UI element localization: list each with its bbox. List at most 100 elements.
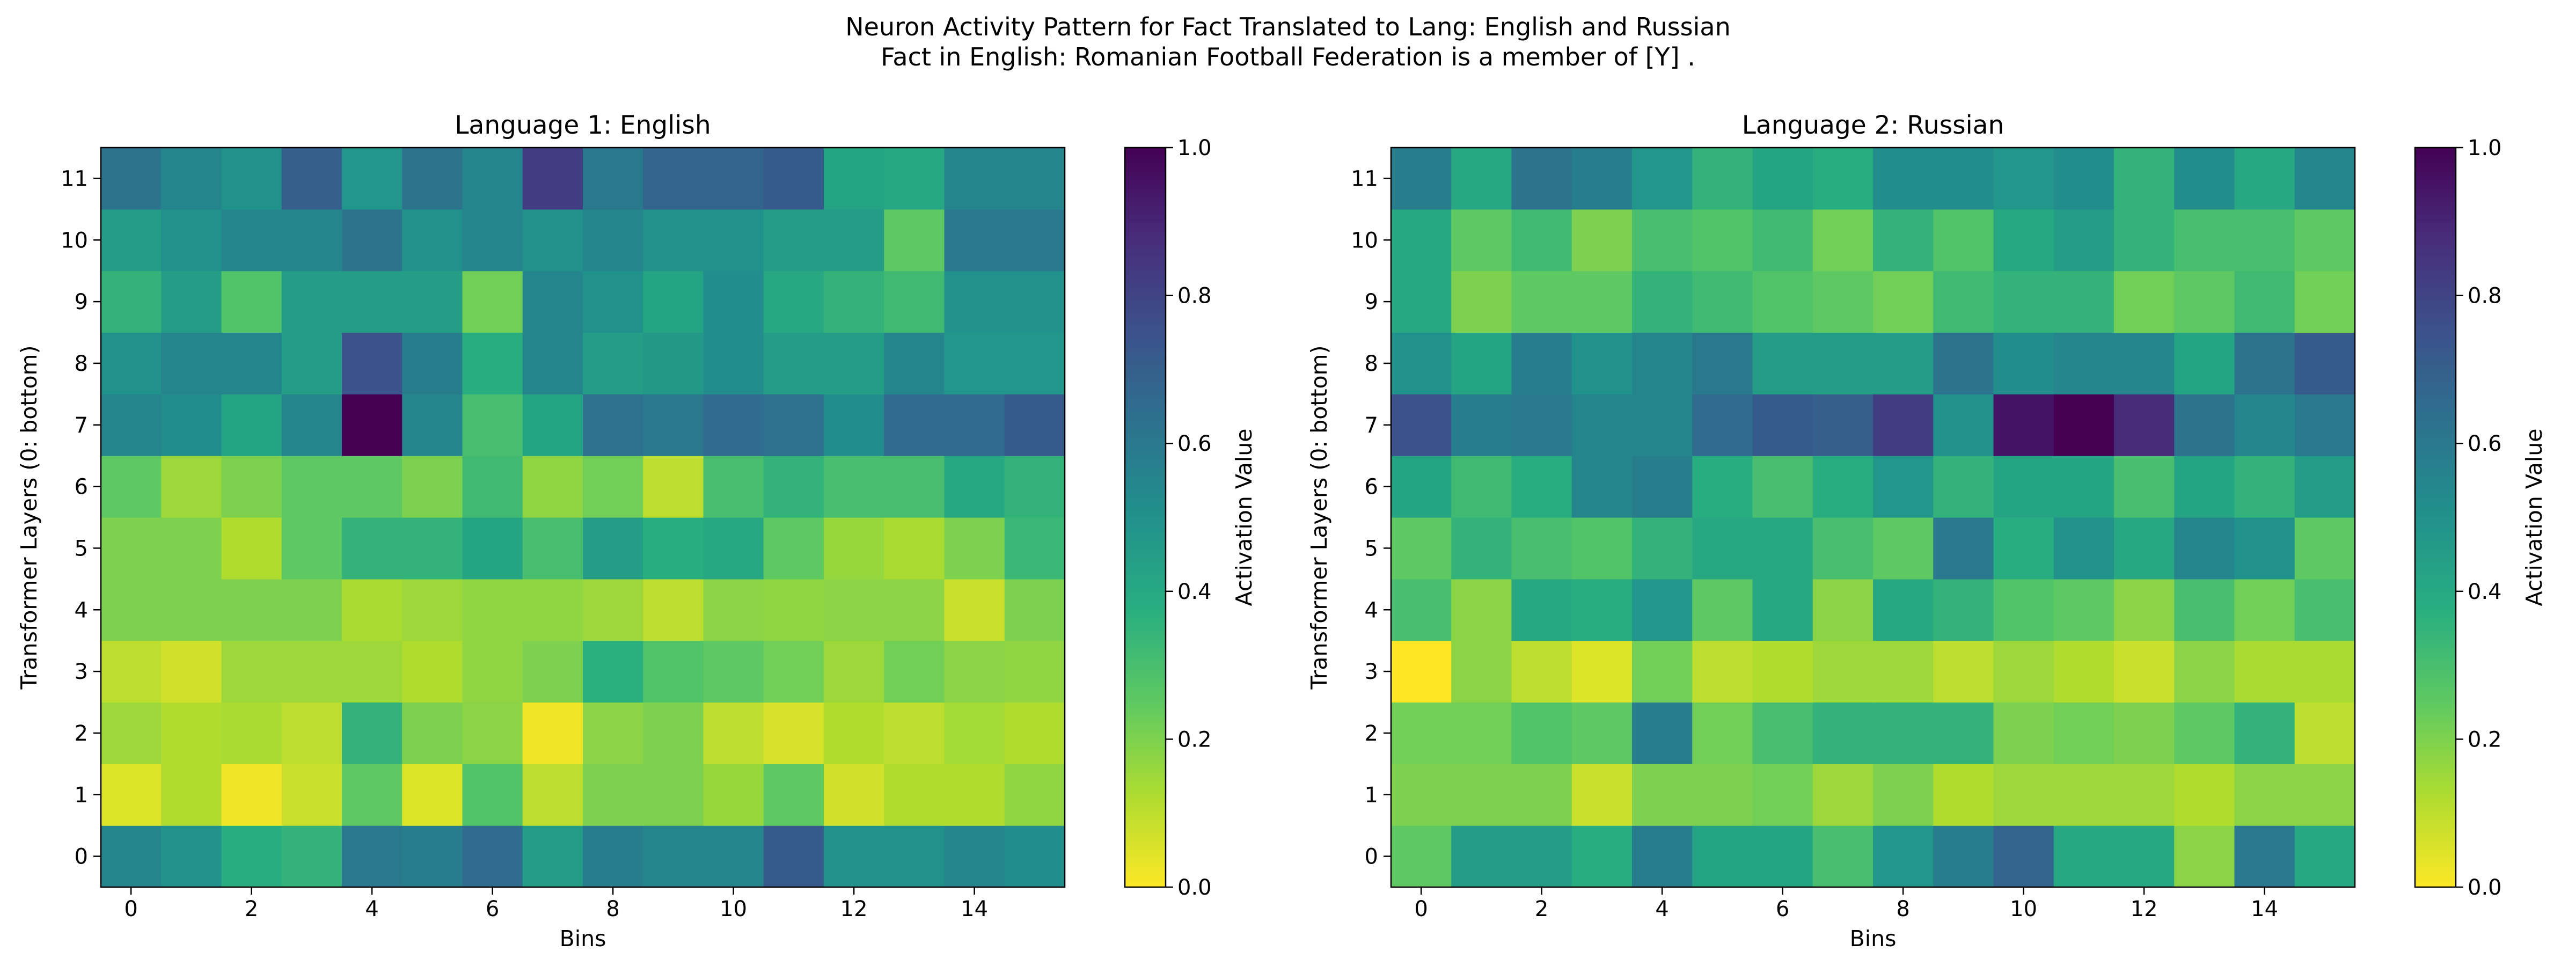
- heatmap-cell: [824, 332, 884, 394]
- heatmap-cell: [1993, 764, 2054, 826]
- heatmap-cell: [402, 332, 463, 394]
- heatmap-cell: [342, 764, 402, 826]
- heatmap-cell: [1571, 825, 1633, 888]
- heatmap-cell: [703, 702, 764, 764]
- heatmap-cell: [2053, 332, 2114, 394]
- x-tick-label: 10: [720, 897, 747, 921]
- colorbar-tick-label: 0.6: [1177, 431, 1212, 456]
- heatmap-cell: [522, 579, 583, 641]
- heatmap-cell: [884, 148, 945, 210]
- y-tick-label: 4: [75, 598, 88, 623]
- heatmap-cell: [1873, 332, 1934, 394]
- heatmap-cell: [1933, 702, 1994, 764]
- colorbar-tick-label: 1.0: [1177, 136, 1212, 160]
- heatmap-cell: [763, 702, 824, 764]
- heatmap-cell: [2174, 209, 2235, 272]
- x-tick-label: 2: [1535, 897, 1548, 921]
- heatmap-cell: [1004, 764, 1065, 826]
- heatmap-cell: [1993, 579, 2054, 641]
- y-tick-label: 9: [1365, 290, 1378, 314]
- heatmap-cell: [2234, 517, 2295, 580]
- figure-title-line2: Fact in English: Romanian Football Feder…: [881, 42, 1695, 71]
- heatmap-cell: [1451, 209, 1512, 272]
- heatmap-cell: [1451, 702, 1512, 764]
- heatmap-cell: [1993, 640, 2054, 703]
- heatmap-cell: [2174, 702, 2235, 764]
- heatmap-cell: [1511, 209, 1572, 272]
- heatmap-cell: [1511, 640, 1572, 703]
- heatmap-cell: [583, 148, 643, 210]
- heatmap-cell: [2234, 456, 2295, 518]
- heatmap-cell: [1571, 270, 1633, 333]
- heatmap-cell: [1812, 456, 1874, 518]
- heatmap-cell: [884, 579, 945, 641]
- heatmap-cell: [2174, 825, 2235, 888]
- heatmap-cell: [1692, 825, 1753, 888]
- y-tick-label: 0: [75, 845, 88, 869]
- heatmap-cell: [462, 825, 523, 888]
- heatmap-cell: [2294, 579, 2355, 641]
- heatmap-cell: [462, 148, 523, 210]
- heatmap-cell: [703, 517, 764, 580]
- heatmap-cell: [2294, 825, 2355, 888]
- heatmap-cell: [402, 825, 463, 888]
- heatmap-cell: [1511, 456, 1572, 518]
- x-tick-label: 14: [961, 897, 988, 921]
- heatmap-cell: [763, 394, 824, 456]
- heatmap-cell: [2234, 332, 2295, 394]
- heatmap-cell: [1451, 332, 1512, 394]
- colorbar-label: Activation Value: [1231, 429, 1257, 606]
- heatmap-cell: [2234, 702, 2295, 764]
- heatmap-cell: [101, 579, 162, 641]
- colorbar-tick-label: 0.2: [2468, 727, 2502, 752]
- heatmap-cell: [402, 579, 463, 641]
- colorbar-frame: [2414, 147, 2457, 888]
- heatmap-cell: [342, 332, 402, 394]
- heatmap-cell: [763, 825, 824, 888]
- heatmap-cell: [1933, 764, 1994, 826]
- heatmap-cell: [402, 209, 463, 272]
- heatmap-cell: [1004, 456, 1065, 518]
- heatmap-cell: [824, 394, 884, 456]
- heatmap-cell: [2294, 394, 2355, 456]
- heatmap-cell: [2053, 702, 2114, 764]
- heatmap-cell: [763, 640, 824, 703]
- heatmap-cell: [1692, 270, 1753, 333]
- heatmap-cell: [522, 825, 583, 888]
- y-tick-label: 10: [1351, 228, 1378, 253]
- heatmap-cell: [643, 517, 704, 580]
- heatmap-cell: [2294, 764, 2355, 826]
- heatmap-cell: [583, 702, 643, 764]
- heatmap-cell: [1451, 148, 1512, 210]
- heatmap-cell: [1812, 209, 1874, 272]
- heatmap-cell: [1752, 332, 1813, 394]
- heatmap-cell: [1873, 764, 1934, 826]
- heatmap-cell: [1451, 764, 1512, 826]
- heatmap-cell: [1004, 825, 1065, 888]
- heatmap-cell: [462, 579, 523, 641]
- x-axis-label: Bins: [1850, 926, 1897, 952]
- heatmap-cell: [161, 517, 222, 580]
- heatmap-cell: [763, 148, 824, 210]
- heatmap-cell: [462, 640, 523, 703]
- heatmap-cell: [1511, 270, 1572, 333]
- plot-frame: [1390, 147, 2356, 888]
- heatmap-cell: [824, 640, 884, 703]
- heatmap-cell: [643, 825, 704, 888]
- heatmap-cell: [1632, 825, 1693, 888]
- y-tick-label: 8: [75, 352, 88, 376]
- heatmap-cell: [1993, 825, 2054, 888]
- y-tick-label: 3: [1365, 660, 1378, 684]
- heatmap-cell: [1004, 579, 1065, 641]
- y-tick-label: 0: [1365, 845, 1378, 869]
- y-tick-label: 6: [1365, 475, 1378, 500]
- heatmap-cell: [1451, 270, 1512, 333]
- heatmap-cell: [1933, 640, 1994, 703]
- y-tick-label: 7: [1365, 413, 1378, 438]
- heatmap-cell: [2053, 394, 2114, 456]
- heatmap-cell: [281, 640, 342, 703]
